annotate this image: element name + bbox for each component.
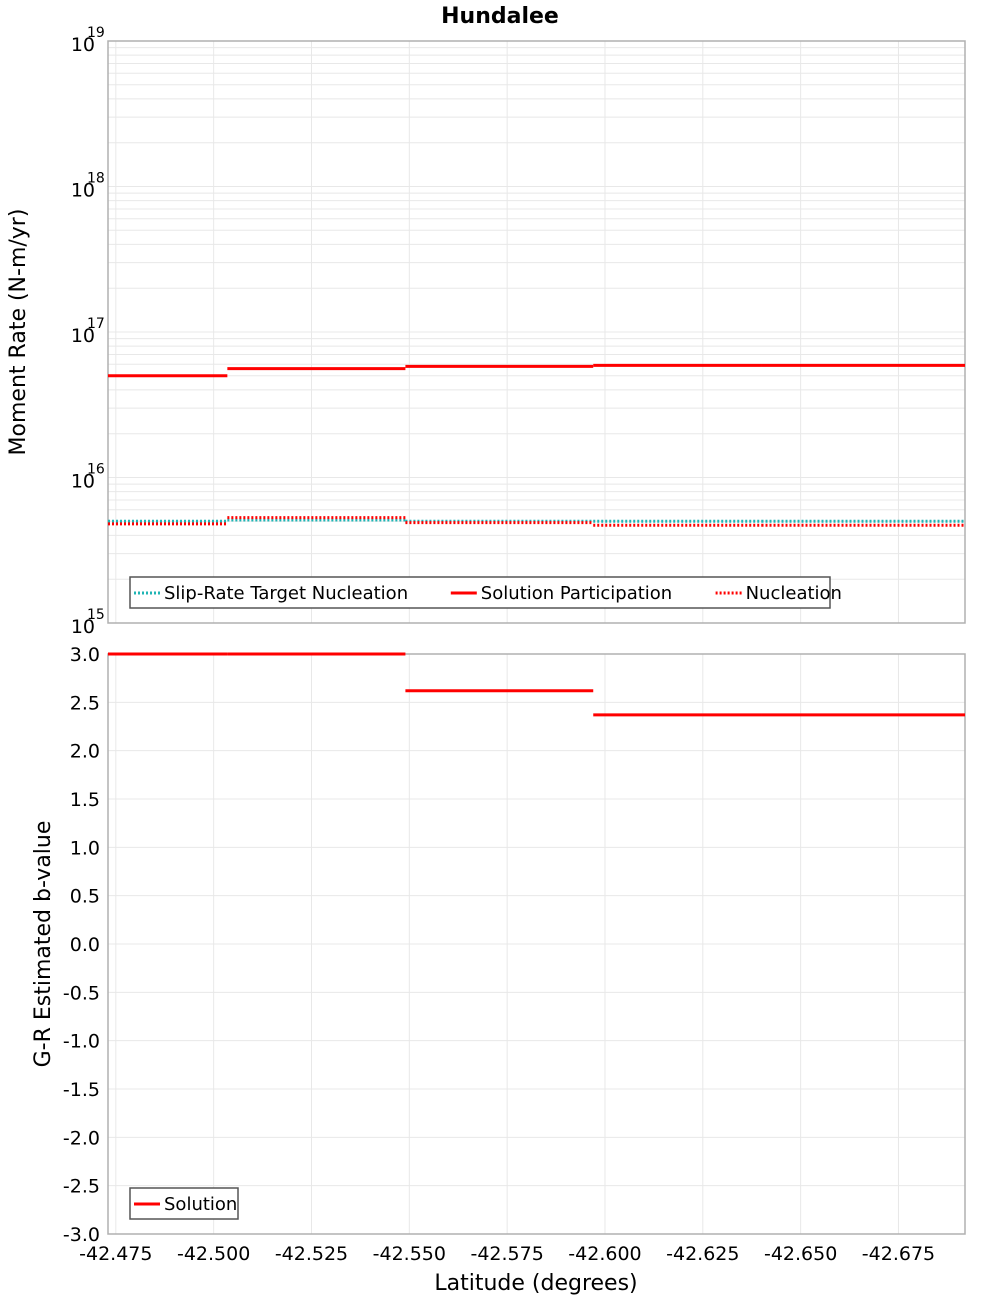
- svg-text:15: 15: [87, 607, 105, 623]
- x-tick-label: -42.650: [764, 1243, 837, 1265]
- bottom-y-axis-ticks: 3.0 2.5 2.0 1.5 1.0 0.5 0.0 -0.5 -1.0 -1.5 -2.0 -2.…: [63, 644, 100, 1246]
- bottom-panel-grid: [108, 653, 965, 1235]
- x-tick-label: -42.500: [177, 1243, 250, 1265]
- legend-label: Solution Participation: [481, 583, 672, 604]
- svg-text:18: 18: [87, 171, 105, 187]
- top-legend: Slip-Rate Target Nucleation Solution Part…: [129, 576, 842, 609]
- y-tick-label: 2.0: [70, 741, 100, 763]
- chart-title: Hundalee: [441, 4, 559, 29]
- x-tick-label: -42.600: [568, 1243, 641, 1265]
- svg-text:10: 10: [71, 180, 95, 202]
- top-panel-frame: [107, 40, 966, 624]
- y-tick-label: -2.5: [63, 1176, 100, 1198]
- y-tick-label: 1.5: [70, 789, 100, 811]
- svg-text:10: 10: [71, 471, 95, 493]
- y-tick-label: 0.5: [70, 886, 100, 908]
- top-y-axis-label: Moment Rate (N-m/yr): [6, 209, 31, 456]
- legend-label: Solution: [164, 1194, 237, 1215]
- bottom-legend: Solution: [129, 1187, 239, 1220]
- x-axis-ticks: -42.475 -42.500 -42.525 -42.550 -42.575 -42.6…: [79, 1243, 935, 1265]
- y-tick-label: -3.0: [63, 1224, 100, 1246]
- x-tick-label: -42.525: [275, 1243, 348, 1265]
- x-tick-label: -42.575: [470, 1243, 543, 1265]
- svg-text:10: 10: [71, 616, 95, 638]
- svg-text:17: 17: [87, 316, 105, 332]
- x-tick-label: -42.550: [373, 1243, 446, 1265]
- y-tick-label: 3.0: [70, 644, 100, 666]
- x-axis-label: Latitude (degrees): [434, 1271, 637, 1296]
- svg-text:10: 10: [71, 325, 95, 347]
- y-tick-label: -0.5: [63, 982, 100, 1004]
- bottom-panel-series: [108, 652, 965, 717]
- svg-text:19: 19: [87, 25, 105, 41]
- legend-label: Slip-Rate Target Nucleation: [164, 583, 408, 604]
- y-tick-label: 0.0: [70, 934, 100, 956]
- y-tick-label: 2.5: [70, 692, 100, 714]
- y-tick-label: -2.0: [63, 1127, 100, 1149]
- svg-text:10: 10: [71, 34, 95, 56]
- bottom-panel-frame: [107, 653, 966, 1235]
- top-panel-grid: [108, 41, 965, 624]
- bottom-y-axis-label: G-R Estimated b-value: [31, 821, 56, 1068]
- x-tick-label: -42.625: [666, 1243, 739, 1265]
- top-panel-series: [108, 363, 965, 527]
- x-tick-label: -42.675: [862, 1243, 935, 1265]
- legend-label: Nucleation: [746, 583, 842, 604]
- x-tick-label: -42.475: [79, 1243, 152, 1265]
- y-tick-label: 1.0: [70, 837, 100, 859]
- y-tick-label: -1.0: [63, 1031, 100, 1053]
- y-tick-label: -1.5: [63, 1079, 100, 1101]
- svg-text:16: 16: [87, 462, 105, 478]
